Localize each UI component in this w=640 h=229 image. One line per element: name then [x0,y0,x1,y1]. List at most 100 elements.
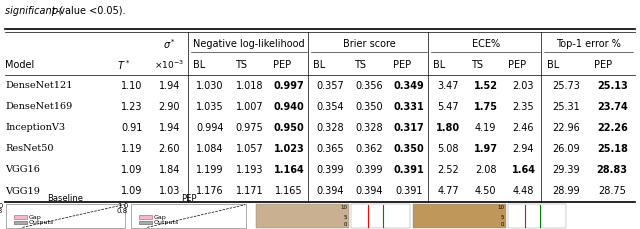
Text: 1.0: 1.0 [116,203,128,209]
Text: 1.030: 1.030 [196,81,224,91]
Bar [14,221,27,224]
Bar [6,204,125,228]
Text: 1.176: 1.176 [196,186,224,196]
Text: 1.0: 1.0 [0,203,3,209]
Text: 1.94: 1.94 [159,81,180,91]
Text: p: p [51,6,58,16]
Text: 0.950: 0.950 [273,123,304,133]
Text: 3.47: 3.47 [437,81,459,91]
Text: -value <0.05).: -value <0.05). [56,6,125,16]
Text: 28.75: 28.75 [598,186,626,196]
Text: 4.48: 4.48 [513,186,534,196]
Text: 1.80: 1.80 [436,123,460,133]
Text: 23.74: 23.74 [597,102,628,112]
Text: 0: 0 [344,222,348,227]
Text: 5.08: 5.08 [437,144,459,154]
Text: PEP: PEP [273,60,291,70]
Text: 0.328: 0.328 [356,123,383,133]
Text: 1.19: 1.19 [121,144,142,154]
Text: 0.975: 0.975 [236,123,264,133]
Text: 0.391: 0.391 [394,165,424,175]
Text: ResNet50: ResNet50 [5,144,54,153]
Text: $\times10^{-3}$: $\times10^{-3}$ [154,59,184,71]
Bar [508,204,566,228]
Text: 28.83: 28.83 [596,165,628,175]
Text: PEP: PEP [181,194,196,203]
Text: 0.399: 0.399 [356,165,383,175]
Text: 0.350: 0.350 [356,102,383,112]
Bar [131,204,246,228]
Text: Baseline: Baseline [47,194,84,203]
Text: Top-1 error %: Top-1 error % [556,39,621,49]
Text: 28.99: 28.99 [552,186,580,196]
Text: 0.399: 0.399 [316,165,344,175]
Bar [256,204,349,228]
Text: 1.023: 1.023 [273,144,304,154]
Text: 0.328: 0.328 [316,123,344,133]
Text: 5.47: 5.47 [437,102,459,112]
Text: 1.199: 1.199 [196,165,224,175]
Text: BL: BL [547,60,559,70]
Text: DenseNet121: DenseNet121 [5,81,72,90]
Text: 26.09: 26.09 [552,144,580,154]
Text: VGG19: VGG19 [5,186,40,196]
Text: 0.331: 0.331 [394,102,424,112]
Text: Negative log-likelihood: Negative log-likelihood [193,39,305,49]
Text: 22.96: 22.96 [552,123,580,133]
Text: 5: 5 [501,215,504,220]
Text: 1.09: 1.09 [121,165,142,175]
Text: 1.84: 1.84 [159,165,180,175]
Text: 1.09: 1.09 [121,186,142,196]
Text: ECE%: ECE% [472,39,500,49]
Text: 0.356: 0.356 [356,81,383,91]
Text: 1.057: 1.057 [236,144,264,154]
Text: 25.18: 25.18 [596,144,628,154]
Text: 0.391: 0.391 [395,186,422,196]
Text: BL: BL [314,60,326,70]
Text: Outputs: Outputs [29,220,54,225]
Text: 1.52: 1.52 [474,81,498,91]
Text: 1.084: 1.084 [196,144,224,154]
Text: 1.75: 1.75 [474,102,498,112]
Text: InceptionV3: InceptionV3 [5,123,65,132]
Text: 2.60: 2.60 [159,144,180,154]
Text: 0: 0 [501,222,504,227]
Text: 1.171: 1.171 [236,186,264,196]
Text: 0.91: 0.91 [121,123,142,133]
Text: significant (: significant ( [5,6,63,16]
Text: 0.997: 0.997 [273,81,304,91]
Text: 0.8: 0.8 [0,208,3,214]
Text: Gap: Gap [154,215,166,220]
Text: PEP: PEP [594,60,612,70]
Text: 10: 10 [497,205,504,210]
Text: 1.165: 1.165 [275,186,303,196]
Text: Outputs: Outputs [154,220,179,225]
Text: 5: 5 [344,215,348,220]
Text: TS: TS [234,60,246,70]
Text: 4.77: 4.77 [437,186,459,196]
Text: 2.52: 2.52 [437,165,459,175]
Text: TS: TS [355,60,367,70]
Text: PEP: PEP [508,60,527,70]
Text: 0.349: 0.349 [394,81,424,91]
Text: 2.46: 2.46 [513,123,534,133]
Text: 22.26: 22.26 [597,123,628,133]
Text: 0.354: 0.354 [316,102,344,112]
Bar [351,204,410,228]
Text: 4.50: 4.50 [475,186,497,196]
Text: VGG16: VGG16 [5,166,40,174]
Text: 1.193: 1.193 [236,165,264,175]
Text: Brier score: Brier score [343,39,396,49]
Text: 1.007: 1.007 [236,102,264,112]
Text: 29.39: 29.39 [552,165,580,175]
Bar [139,221,152,224]
Text: 1.94: 1.94 [159,123,180,133]
Text: 0.357: 0.357 [316,81,344,91]
Text: 1.97: 1.97 [474,144,498,154]
Bar [413,204,506,228]
Text: 0.394: 0.394 [356,186,383,196]
Text: 25.13: 25.13 [597,81,628,91]
Text: 0.365: 0.365 [316,144,344,154]
Text: 4.19: 4.19 [475,123,497,133]
Text: 0.994: 0.994 [196,123,224,133]
